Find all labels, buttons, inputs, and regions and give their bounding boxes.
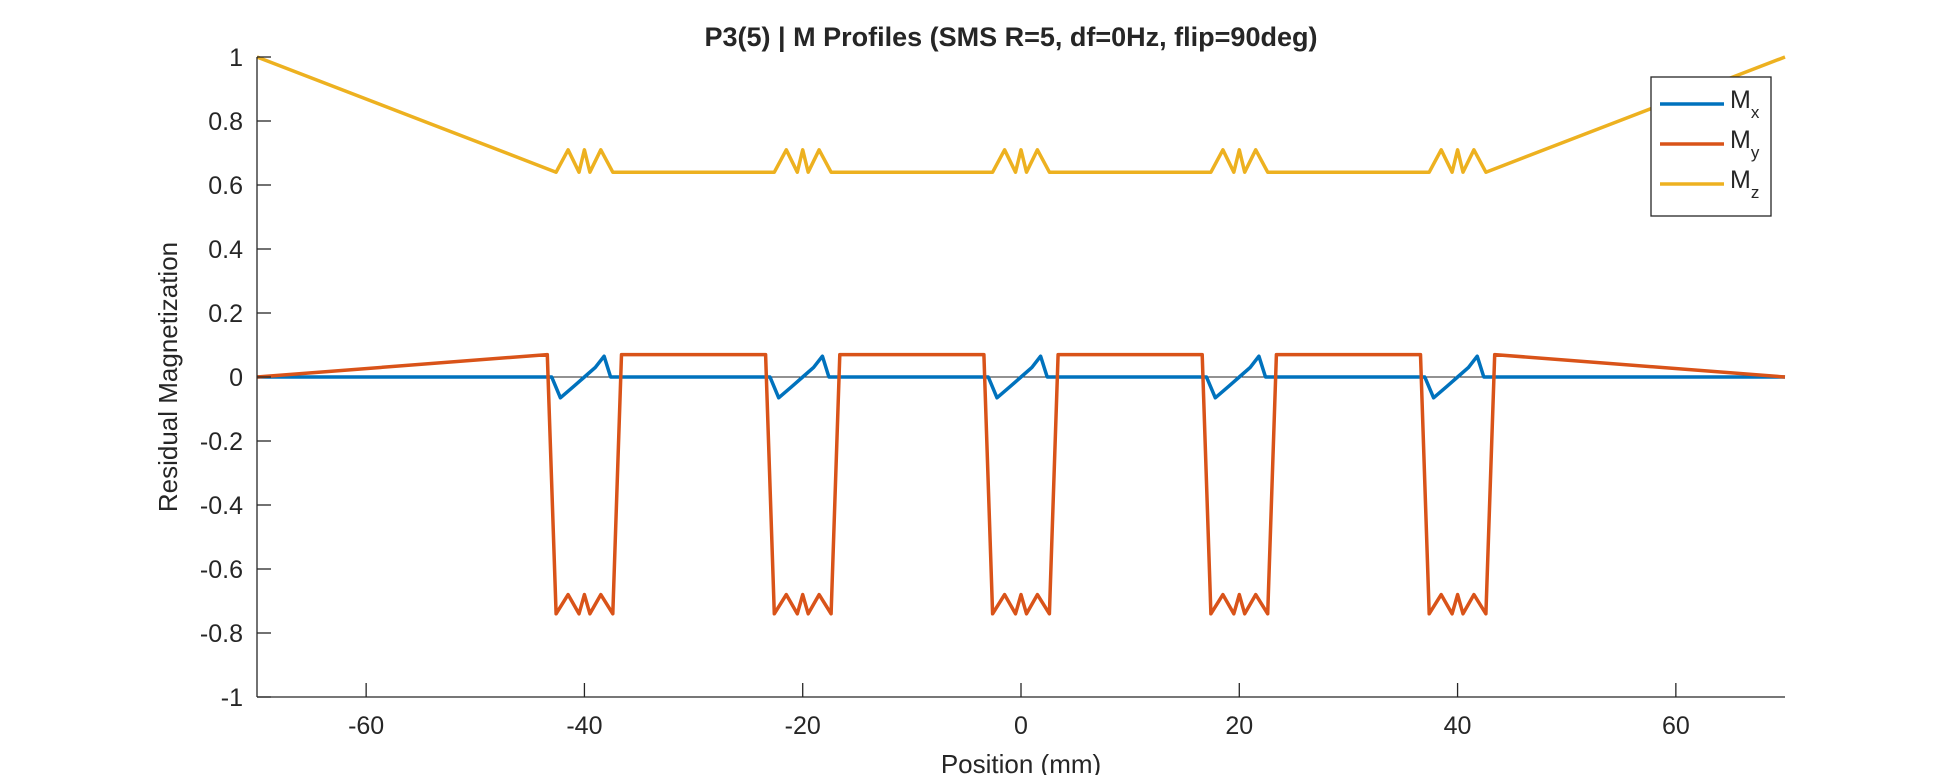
x-axis-ticks: -60 -40 -20 0 20 40 60: [348, 683, 1690, 740]
y-axis-ticks: -1 -0.8 -0.6 -0.4 -0.2 0 0.2 0.4 0.6 0.8 1: [200, 44, 271, 712]
y-tick-label: 0.6: [208, 172, 243, 200]
y-tick-label: 0.2: [208, 300, 243, 328]
plot-area: -60 -40 -20 0 20 40 60 -1 -0.8 -0.6 -0.4 -0.2 0 0.2 0…: [200, 44, 1786, 740]
y-tick-label: -0.2: [200, 428, 243, 456]
y-tick-label: -0.8: [200, 620, 243, 648]
x-tick-label: 60: [1662, 712, 1690, 740]
x-tick-label: -60: [348, 712, 384, 740]
y-tick-label: -0.4: [200, 492, 243, 520]
x-tick-label: 20: [1225, 712, 1253, 740]
x-tick-label: 0: [1014, 712, 1028, 740]
x-tick-label: 40: [1444, 712, 1472, 740]
y-tick-label: 1: [229, 44, 243, 72]
x-tick-label: -20: [785, 712, 821, 740]
series-line-mz: [256, 55, 1786, 174]
series-layer: [256, 55, 1786, 616]
y-tick-label: -1: [221, 684, 243, 712]
legend-box: [1650, 76, 1772, 217]
y-tick-label: 0.4: [208, 236, 243, 264]
y-tick-label: -0.6: [200, 556, 243, 584]
series-line-my: [256, 352, 1786, 616]
series-line-mx: [257, 354, 1785, 400]
y-axis-label: Residual Magnetization: [153, 242, 183, 512]
x-axis-label: Position (mm): [941, 749, 1101, 775]
y-tick-label: 0.8: [208, 108, 243, 136]
chart-title: P3(5) | M Profiles (SMS R=5, df=0Hz, fli…: [705, 22, 1318, 52]
x-tick-label: -40: [566, 712, 602, 740]
y-tick-label: 0: [229, 364, 243, 392]
